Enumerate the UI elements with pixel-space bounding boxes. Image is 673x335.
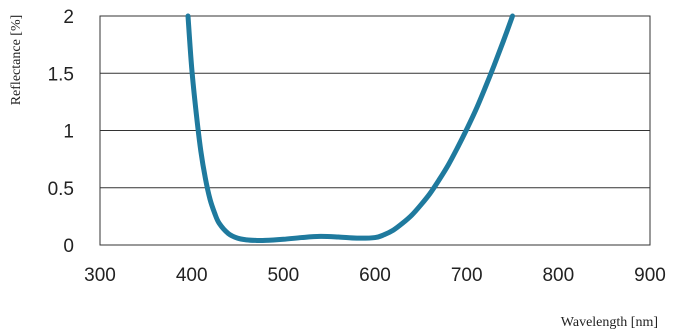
data-point — [400, 221, 405, 226]
data-point — [464, 127, 469, 132]
reflectance-series-line — [185, 13, 515, 244]
y-tick-label: 2 — [63, 7, 74, 28]
data-point — [409, 213, 414, 218]
data-point — [436, 177, 442, 182]
data-point — [185, 13, 191, 19]
data-point — [427, 191, 433, 196]
x-tick-label: 400 — [176, 265, 208, 286]
data-point — [473, 107, 479, 113]
y-tick-label: 1.5 — [48, 64, 74, 85]
data-point — [482, 85, 488, 91]
data-point — [299, 235, 304, 240]
data-point — [281, 237, 286, 242]
y-tick-label: 1 — [63, 122, 74, 143]
y-tick-labels: 0 0.5 1 1.5 2 — [48, 7, 74, 257]
y-axis-label: Reflectance [%] — [9, 15, 24, 106]
x-tick-labels: 300 400 500 600 700 800 900 — [84, 265, 666, 286]
data-point — [491, 63, 497, 68]
data-point — [216, 221, 222, 226]
data-point — [501, 38, 506, 44]
data-point — [207, 197, 213, 202]
x-tick-label: 300 — [84, 265, 116, 286]
data-point — [194, 111, 199, 116]
data-point — [244, 237, 249, 243]
data-point — [253, 238, 259, 243]
grid-lines — [100, 15, 650, 246]
data-point — [198, 148, 204, 154]
x-tick-label: 500 — [267, 265, 299, 286]
data-point — [372, 235, 378, 240]
data-point — [391, 227, 396, 233]
data-point — [235, 235, 240, 241]
data-point — [354, 235, 359, 241]
data-point — [203, 176, 208, 181]
data-point — [189, 65, 194, 70]
data-point — [336, 234, 341, 240]
data-point — [212, 210, 217, 216]
series-layer — [185, 13, 515, 244]
y-tick-label: 0.5 — [48, 179, 74, 200]
x-tick-label: 900 — [634, 265, 666, 286]
data-point — [226, 231, 231, 236]
data-point — [510, 13, 515, 19]
data-point — [262, 238, 268, 243]
data-point — [446, 162, 451, 168]
x-tick-label: 600 — [359, 265, 391, 286]
x-tick-label: 800 — [542, 265, 574, 286]
y-tick-label: 0 — [63, 236, 74, 257]
data-point — [381, 232, 387, 237]
data-point — [317, 234, 323, 239]
x-tick-label: 700 — [451, 265, 483, 286]
x-axis-label: Wavelength [nm] — [561, 315, 658, 330]
data-point — [455, 145, 460, 150]
data-point — [418, 202, 424, 208]
plot-frame — [99, 15, 651, 246]
